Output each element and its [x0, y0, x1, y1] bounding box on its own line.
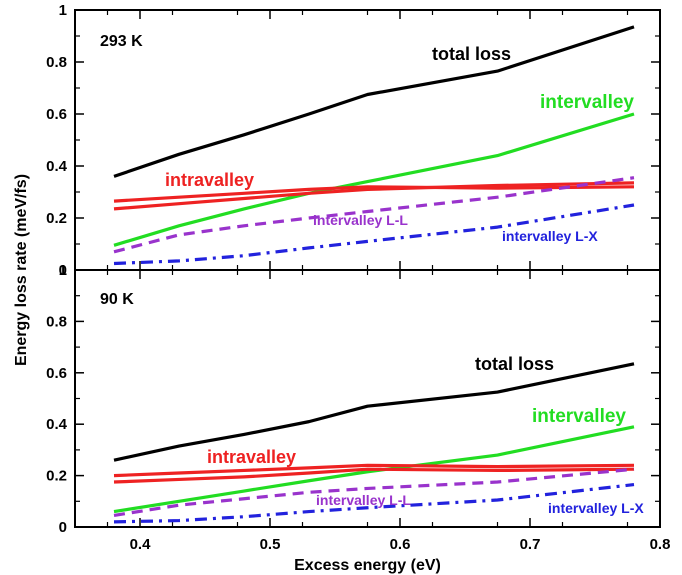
- panel-2-y-tick-label: 0.6: [46, 365, 67, 382]
- panel-1-y-tick-label: 1: [59, 2, 67, 19]
- panel-1-label-intravalley: intravalley: [165, 170, 254, 190]
- x-tick-label: 0.5: [260, 536, 281, 553]
- panel-1-label-intervalley-l-x: intervalley L-X: [502, 228, 598, 244]
- panel-2-series-intervalley-l-l: [113, 467, 635, 518]
- panel-2-y-tick-label: 0: [59, 519, 67, 536]
- panel-1-y-tick-label: 0.8: [46, 54, 67, 71]
- panel-2-label-intervalley-l-x: intervalley L-X: [548, 500, 644, 516]
- panel-2-label-intervalley: intervalley: [532, 406, 626, 427]
- y-axis-title: Energy loss rate (meV/fs): [13, 174, 30, 366]
- panel-1-y-tick-label: 0.4: [46, 158, 68, 175]
- panel-1-series-intravalley: [113, 185, 635, 203]
- panel-2-series-line-4: [113, 467, 635, 484]
- x-tick-label: 0.8: [650, 536, 671, 553]
- panel-1-y-tick-label: 0: [59, 262, 67, 279]
- panel-1-label-total-loss: total loss: [432, 44, 511, 64]
- panel-2-series-intravalley: [113, 463, 635, 478]
- panel-2-series-total-loss: [113, 362, 635, 462]
- panel-2-series-intervalley-l-x: [113, 483, 635, 524]
- panel-1-y-tick-label: 0.6: [46, 106, 67, 123]
- panel-2-label-intervalley-l-l: intervalley L-L: [316, 492, 411, 508]
- panel-2-y-tick-label: 0.2: [46, 468, 67, 485]
- panel-1-series-intervalley-l-l: [113, 176, 635, 254]
- panel-1-y-tick-label: 0.2: [46, 210, 67, 227]
- panel-2-y-tick-label: 1: [59, 262, 67, 279]
- panel-1-temperature-label: 293 K: [100, 33, 143, 50]
- panel-1-label-intervalley: intervalley: [540, 92, 634, 113]
- panel-2-temperature-label: 90 K: [100, 291, 134, 308]
- panel-2-y-tick-label: 0.4: [46, 416, 68, 433]
- x-tick-label: 0.4: [130, 536, 152, 553]
- x-tick-label: 0.6: [390, 536, 411, 553]
- panel-1-series-total-loss: [113, 25, 635, 178]
- x-axis-title: Excess energy (eV): [294, 557, 441, 574]
- panel-1-series-line-4: [113, 181, 635, 211]
- panel-1-series-intervalley-l-x: [113, 203, 635, 266]
- panel-1-label-intervalley-l-l: intervalley L-L: [313, 212, 408, 228]
- panel-2-label-intravalley: intravalley: [207, 447, 296, 467]
- panel-2-series-intervalley: [113, 425, 635, 514]
- panel-2-y-tick-label: 0.8: [46, 313, 67, 330]
- panel-2-label-total-loss: total loss: [475, 354, 554, 374]
- x-tick-label: 0.7: [520, 536, 541, 553]
